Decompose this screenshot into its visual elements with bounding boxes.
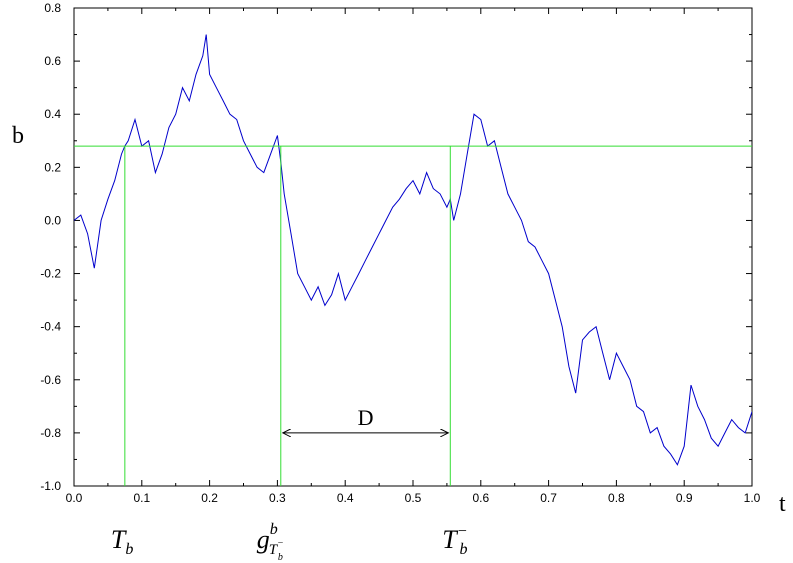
y-tick-label: -0.6 xyxy=(40,373,61,387)
x-tick-label: 0.5 xyxy=(405,491,422,505)
annotation-tb: Tb xyxy=(111,525,133,558)
y-tick-label: 0.2 xyxy=(44,160,61,174)
plot-frame xyxy=(73,7,753,487)
x-tick-label: 0.7 xyxy=(540,491,557,505)
x-tick-label: 1.0 xyxy=(744,491,761,505)
y-tick-label: 0.8 xyxy=(44,1,61,15)
x-axis-label: t xyxy=(779,491,786,517)
series-line xyxy=(74,34,752,466)
x-tick-label: 0.8 xyxy=(608,491,625,505)
x-tick-label: 0.6 xyxy=(472,491,489,505)
x-tick-label: 0.1 xyxy=(133,491,150,505)
annotation-g: gb T− b xyxy=(257,521,284,563)
y-tick-label: -0.8 xyxy=(40,426,61,440)
x-tick-label: 0.3 xyxy=(269,491,286,505)
y-axis-label: b xyxy=(12,123,24,149)
x-tick-label: 0.9 xyxy=(676,491,693,505)
x-tick-label: 0.2 xyxy=(201,491,218,505)
interval-label: D xyxy=(358,405,374,430)
x-tick-label: 0.0 xyxy=(66,491,83,505)
y-tick-label: 0.6 xyxy=(44,54,61,68)
y-tick-label: 0.0 xyxy=(44,213,61,227)
x-tick-group: 0.0 0.1 0.2 0.3 0.4 0.5 0.6 0.7 0.8 0.9 1.0 xyxy=(66,8,761,505)
annotation-tbminus: T− b xyxy=(442,523,467,558)
x-tick-label: 0.4 xyxy=(337,491,354,505)
y-tick-label: -0.2 xyxy=(40,267,61,281)
y-tick-label: -0.4 xyxy=(40,320,61,334)
y-tick-label: 0.4 xyxy=(44,107,61,121)
y-tick-label: -1.0 xyxy=(40,479,61,493)
y-tick-group: -1.0 -0.8 -0.6 -0.4 -0.2 0.0 0.2 0.4 0.6 0.8 xyxy=(40,1,752,493)
